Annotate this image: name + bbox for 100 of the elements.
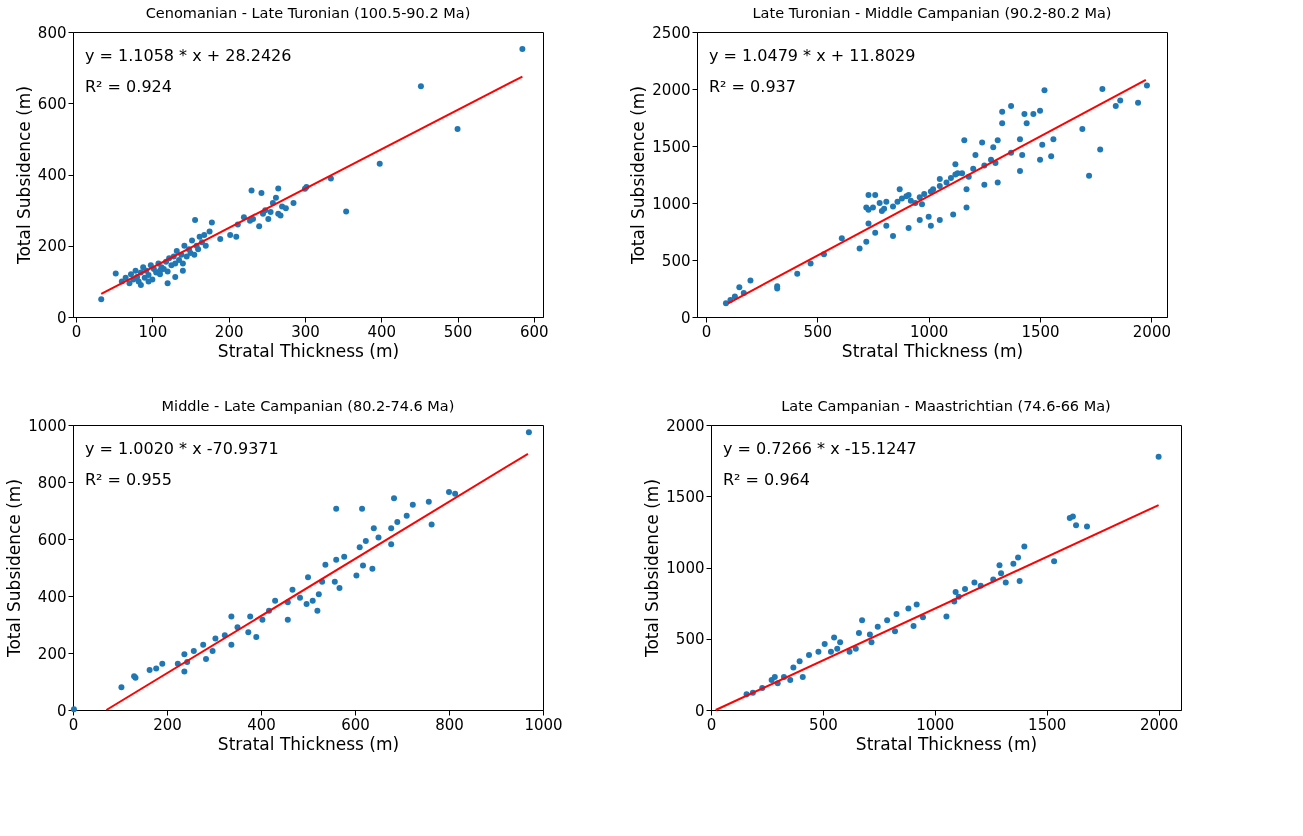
point [1073,522,1080,529]
point [799,673,806,680]
y-tick-label: 500 [675,630,705,649]
y-tick-label: 400 [37,166,67,184]
point [910,623,917,630]
x-axis-title: Stratal Thickness (m) [217,733,400,754]
point [905,605,912,612]
point [852,645,859,652]
x-tick-label: 200 [153,715,182,734]
x-tick-label: 200 [214,322,244,341]
y-tick-label: 0 [56,701,67,720]
annotation: R² = 0.964 [723,470,810,489]
x-tick-label: 1500 [1028,715,1067,734]
x-tick-label: 2000 [1140,715,1179,734]
point [790,664,797,671]
point [868,639,875,646]
point [787,677,794,684]
point [837,639,844,646]
point [866,631,873,638]
annotation: y = 1.1058 * x + 28.2426 [85,46,292,65]
x-axis-title: Stratal Thickness (m) [841,340,1024,361]
point [821,640,828,647]
point [943,613,950,620]
y-tick-label: 600 [37,530,67,549]
x-tick-label: 400 [247,715,276,734]
x-tick-label: 1000 [524,715,563,734]
x-tick-label: 300 [291,322,320,341]
x-tick-label: 1000 [916,715,955,734]
y-tick-label: 0 [680,308,691,327]
chart-title: Cenomanian - Late Turonian (100.5-90.2 Ma) [145,4,471,21]
x-tick-label: 1000 [910,322,949,341]
point [996,562,1003,569]
x-tick-label: 500 [443,322,473,341]
point [1155,453,1162,460]
point [952,589,959,595]
x-tick-label: 2000 [1132,322,1171,341]
point [796,658,803,665]
x-tick-label: 600 [520,322,549,341]
point [1016,578,1023,585]
point [806,652,813,658]
y-axis-title: Total Subsidence (m) [642,478,663,659]
x-tick-label: 1500 [1021,322,1060,341]
y-tick-label: 2000 [666,416,705,435]
point [1015,554,1022,561]
point [827,648,834,655]
y-axis-title: Total Subsidence (m) [13,85,34,266]
point [891,628,898,635]
y-tick-label: 500 [661,251,691,270]
point [846,648,853,655]
chart-title: Middle - Late Campanian (80.2-74.6 Ma) [161,397,455,414]
point [913,601,920,608]
point [1002,579,1009,586]
y-tick-label: 1000 [28,416,67,435]
y-tick-label: 200 [37,644,67,663]
y-tick-label: 2500 [652,23,691,42]
y-tick-label: 800 [37,23,67,42]
y-tick-label: 1500 [666,487,705,506]
x-axis-title: Stratal Thickness (m) [855,733,1038,754]
point [874,623,881,630]
x-tick-label: 500 [809,715,838,734]
annotation: y = 0.7266 * x -15.1247 [723,439,917,458]
point [831,634,838,641]
point [998,570,1005,577]
point [884,617,891,624]
annotation: R² = 0.924 [85,77,172,96]
y-tick-label: 1000 [652,194,691,213]
y-tick-label: 0 [56,308,67,327]
point [834,645,841,652]
y-axis-title: Total Subsidence (m) [628,85,649,266]
point [771,673,778,680]
y-tick-label: 2000 [652,80,691,99]
point [1021,543,1028,550]
y-tick-label: 0 [694,701,705,720]
x-tick-label: 0 [71,322,82,341]
y-tick-label: 800 [37,473,67,492]
annotation: R² = 0.937 [709,77,796,96]
point [1051,558,1058,565]
y-tick-label: 200 [37,237,67,256]
point [893,611,900,618]
chart-title: Late Campanian - Maastrichtian (74.6-66 Ma) [781,397,1111,414]
x-tick-label: 400 [367,322,397,341]
point [815,648,822,655]
point [971,579,978,586]
y-tick-label: 1500 [652,137,691,156]
x-tick-label: 0 [68,715,79,734]
x-tick-label: 800 [435,715,464,734]
chart-title: Late Turonian - Middle Campanian (90.2-80.2 Ma) [752,4,1112,21]
point [859,617,866,624]
y-tick-label: 400 [37,587,67,606]
y-tick-label: 1000 [666,559,705,577]
y-tick-label: 600 [37,94,67,113]
x-tick-label: 100 [138,322,168,341]
point [962,585,969,592]
y-axis-title: Total Subsidence (m) [4,478,25,659]
x-axis-title: Stratal Thickness (m) [217,340,400,361]
x-tick-label: 0 [706,715,717,734]
point [855,629,862,636]
x-tick-label: 600 [341,715,370,734]
x-tick-label: 500 [803,322,833,341]
point [1010,560,1017,567]
